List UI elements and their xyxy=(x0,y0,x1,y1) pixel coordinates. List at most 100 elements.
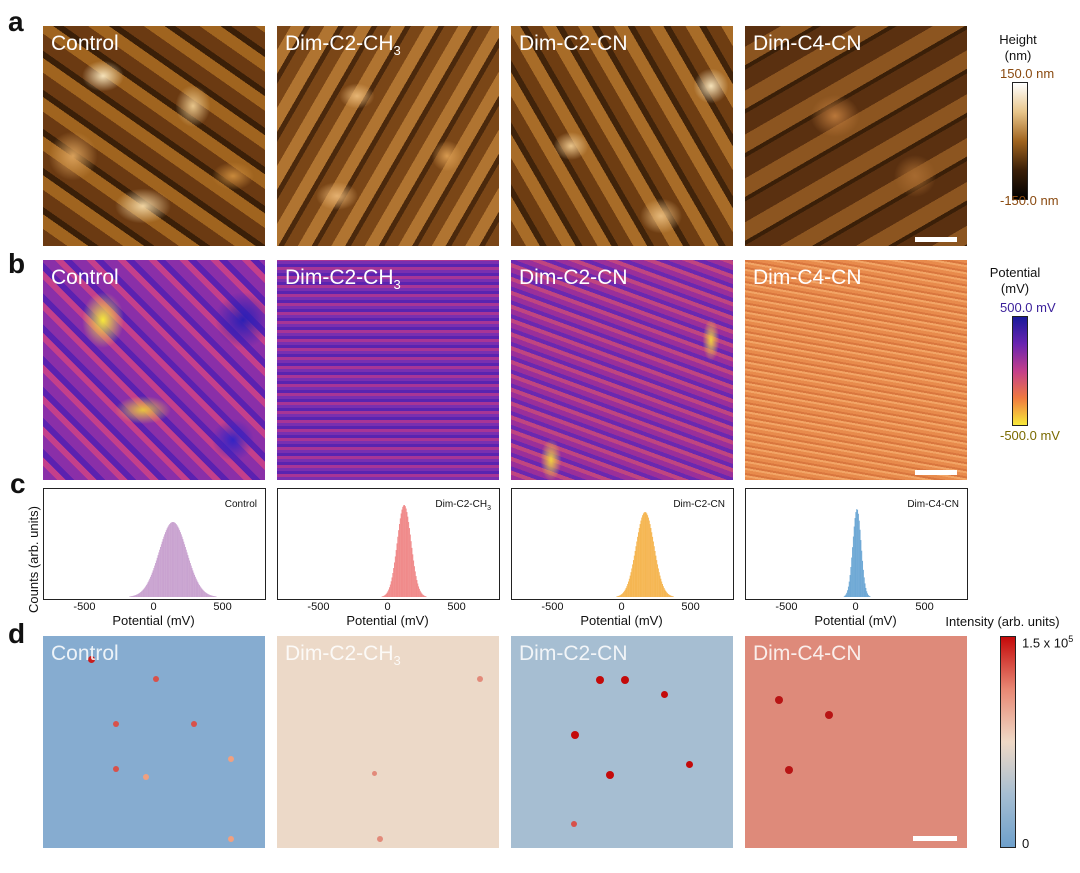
scale-bar xyxy=(915,237,957,242)
histogram-bar xyxy=(408,528,410,597)
histogram-bar xyxy=(406,512,408,597)
afm-c4cn-image: Dim-C4-CN xyxy=(745,26,967,246)
histogram-bar xyxy=(854,518,856,597)
histogram-bar xyxy=(416,580,418,597)
histogram-bar xyxy=(183,541,185,597)
histogram-bar xyxy=(618,595,620,597)
histogram-bar xyxy=(671,596,673,597)
histogram-bar xyxy=(637,536,639,597)
histogram-bar xyxy=(662,586,664,597)
histogram-c2cn: Dim-C2-CN xyxy=(511,488,734,600)
histogram-bar xyxy=(160,546,162,597)
histogram-xlabel: Potential (mV) xyxy=(346,613,429,628)
histogram-bar xyxy=(647,515,649,597)
histogram-bar xyxy=(405,508,407,597)
histogram-bar xyxy=(863,577,865,597)
histogram-bar xyxy=(150,576,152,597)
afm-label-c2cn: Dim-C2-CN xyxy=(519,32,628,55)
histogram-bar xyxy=(632,564,634,597)
panel-letter-b: b xyxy=(8,248,26,279)
histogram-bar xyxy=(384,595,386,597)
histogram-bar xyxy=(622,593,624,597)
height-colorbar-max: 150.0 nm xyxy=(1000,66,1055,81)
histogram-bar xyxy=(200,587,202,597)
histogram-bar xyxy=(623,591,625,597)
histogram-xtick: -500 xyxy=(307,601,330,613)
histogram-xlabel: Potential (mV) xyxy=(112,613,195,628)
pl-label-c2cn: Dim-C2-CN xyxy=(519,642,628,665)
histogram-xtick: -500 xyxy=(541,601,564,613)
histogram-bar xyxy=(855,512,857,597)
histogram-bar xyxy=(213,596,215,597)
histogram-control: Control xyxy=(43,488,266,600)
histogram-bar xyxy=(849,575,851,597)
histogram-bar xyxy=(655,555,657,597)
histogram-bar xyxy=(184,544,186,597)
pl-control-image: Control xyxy=(43,636,265,848)
histogram-bar xyxy=(132,595,134,597)
histogram-bar xyxy=(138,593,140,597)
histogram-bar xyxy=(154,565,156,597)
histogram-bar xyxy=(201,588,203,597)
height-colorbar xyxy=(1012,82,1028,200)
histogram-bar xyxy=(647,517,649,597)
histogram-bar xyxy=(385,593,387,597)
intensity-colorbar-title: Intensity (arb. units) xyxy=(945,614,1060,629)
histogram-bar xyxy=(398,530,400,597)
histogram-bar xyxy=(391,577,393,597)
histogram-bar xyxy=(164,534,166,597)
potential-colorbar-title: Potential (mV) xyxy=(989,265,1041,297)
height-colorbar-min: -150.0 nm xyxy=(1000,193,1059,208)
pl-c2cn-image: Dim-C2-CN xyxy=(511,636,733,848)
histogram-bar xyxy=(381,596,383,597)
histogram-bar xyxy=(210,595,212,597)
histogram-bar xyxy=(642,515,644,597)
histogram-bar xyxy=(133,595,135,597)
histogram-bar xyxy=(411,547,413,597)
histogram-bar xyxy=(189,560,191,597)
histogram-bar xyxy=(648,520,650,597)
histogram-bar xyxy=(141,590,143,597)
histogram-xtick: 500 xyxy=(447,601,466,613)
histogram-bar xyxy=(407,516,409,597)
histogram-xtick: -500 xyxy=(73,601,96,613)
histogram-bar xyxy=(394,556,396,597)
histogram-bar xyxy=(172,522,174,597)
pl-c4cn-image: Dim-C4-CN xyxy=(745,636,967,848)
histogram-bar xyxy=(158,552,160,597)
histogram-bar xyxy=(202,589,204,597)
intensity-colorbar-max: 1.5 x 105 xyxy=(1022,634,1074,651)
histogram-bar xyxy=(623,592,625,597)
histogram-bar xyxy=(843,596,845,597)
histogram-bar xyxy=(848,581,850,597)
kpfm-label-control: Control xyxy=(51,266,119,289)
histogram-bar xyxy=(656,560,658,597)
histogram-bar xyxy=(194,576,196,597)
histogram-bar xyxy=(413,566,415,597)
histogram-bar xyxy=(424,596,426,597)
histogram-bar xyxy=(860,540,862,597)
histogram-bar xyxy=(135,594,137,597)
histogram-xlabel: Potential (mV) xyxy=(580,613,663,628)
histogram-bar xyxy=(131,596,133,597)
histogram-bar xyxy=(645,512,647,597)
histogram-bar xyxy=(175,524,177,597)
histogram-bar xyxy=(157,555,159,597)
histogram-bar xyxy=(637,532,639,597)
histogram-bar xyxy=(171,522,173,597)
histogram-bar xyxy=(198,585,200,597)
histogram-bar xyxy=(620,594,622,597)
histogram-bar xyxy=(618,595,620,597)
histogram-bar xyxy=(195,578,197,597)
afm-label-c2ch3: Dim-C2-CH3 xyxy=(285,32,401,59)
afm-control-image: Control xyxy=(43,26,265,246)
histogram-bar xyxy=(851,557,853,597)
histogram-bar xyxy=(129,596,131,597)
histogram-bar xyxy=(208,594,210,597)
histogram-bar xyxy=(866,593,868,597)
histogram-bar xyxy=(137,593,139,597)
histogram-bar xyxy=(148,580,150,597)
histogram-bar xyxy=(155,560,157,597)
histogram-bar xyxy=(629,575,631,597)
histogram-bar xyxy=(169,524,171,597)
